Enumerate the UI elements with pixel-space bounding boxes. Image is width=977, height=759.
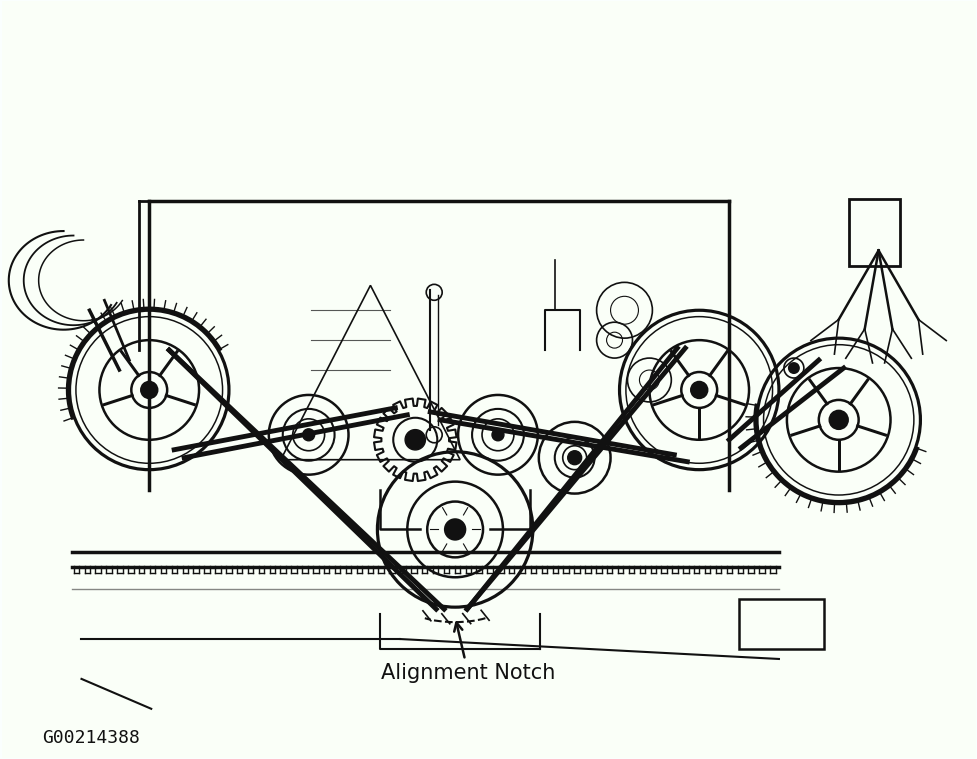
Circle shape: [302, 429, 315, 441]
Text: G00214388: G00214388: [42, 729, 140, 747]
Circle shape: [445, 519, 465, 540]
Circle shape: [141, 382, 157, 398]
Bar: [848, 199, 900, 266]
Circle shape: [404, 430, 425, 450]
Circle shape: [567, 451, 581, 465]
Circle shape: [691, 382, 706, 398]
Text: Alignment Notch: Alignment Notch: [380, 622, 555, 683]
Bar: [739, 599, 823, 649]
Circle shape: [491, 429, 503, 441]
Circle shape: [828, 411, 847, 429]
Circle shape: [787, 362, 799, 374]
